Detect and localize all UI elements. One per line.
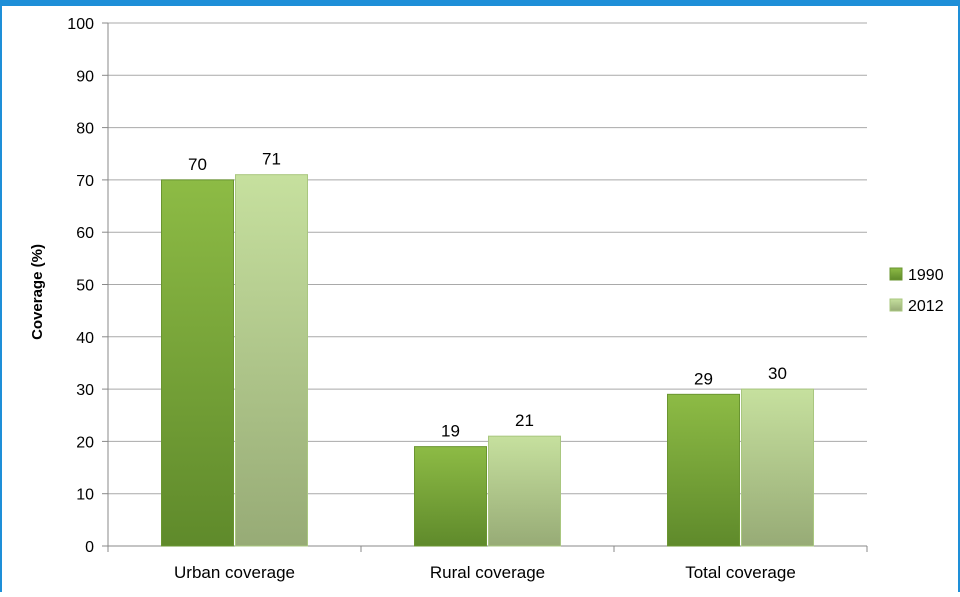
legend-swatch — [889, 298, 903, 312]
y-tick-label: 60 — [76, 225, 94, 242]
legend-swatch — [889, 267, 903, 281]
y-tick-label: 0 — [85, 539, 94, 556]
bar-series-1990 — [161, 179, 234, 547]
y-tick-label: 80 — [76, 121, 94, 138]
bar-series-1990 — [667, 393, 740, 547]
x-category-label: Total coverage — [685, 563, 796, 582]
data-label: 29 — [694, 369, 713, 388]
data-label: 71 — [262, 150, 281, 169]
axes: 0 10 20 30 40 50 60 70 80 90 100 Urban coverage Rura… — [67, 16, 868, 582]
legend: 1990 2012 — [889, 267, 944, 315]
y-tick-label: 30 — [76, 382, 94, 399]
data-labels: 70 71 19 21 29 30 — [188, 150, 787, 441]
y-axis-label: Coverage (%) — [29, 244, 46, 340]
y-tick-label: 90 — [76, 68, 94, 85]
bar-series-1990 — [414, 446, 487, 547]
bars — [161, 174, 814, 547]
bar-series-2012 — [488, 435, 561, 547]
data-label: 30 — [768, 364, 787, 383]
data-label: 19 — [441, 422, 460, 441]
bar-series-2012 — [235, 174, 308, 547]
y-tick-label: 10 — [76, 487, 94, 504]
gridlines — [108, 22, 867, 495]
x-category-label: Urban coverage — [174, 563, 295, 582]
bar-series-2012 — [741, 388, 814, 547]
y-tick-label: 70 — [76, 173, 94, 190]
data-label: 70 — [188, 155, 207, 174]
legend-label: 1990 — [908, 267, 944, 284]
y-tick-label: 40 — [76, 330, 94, 347]
y-tick-label: 50 — [76, 278, 94, 295]
legend-label: 2012 — [908, 298, 944, 315]
data-label: 21 — [515, 411, 534, 430]
x-category-label: Rural coverage — [430, 563, 545, 582]
y-tick-label: 20 — [76, 434, 94, 451]
y-tick-label: 100 — [67, 16, 94, 33]
bar-chart: 0 10 20 30 40 50 60 70 80 90 100 Urban coverage Rura… — [29, 16, 944, 582]
